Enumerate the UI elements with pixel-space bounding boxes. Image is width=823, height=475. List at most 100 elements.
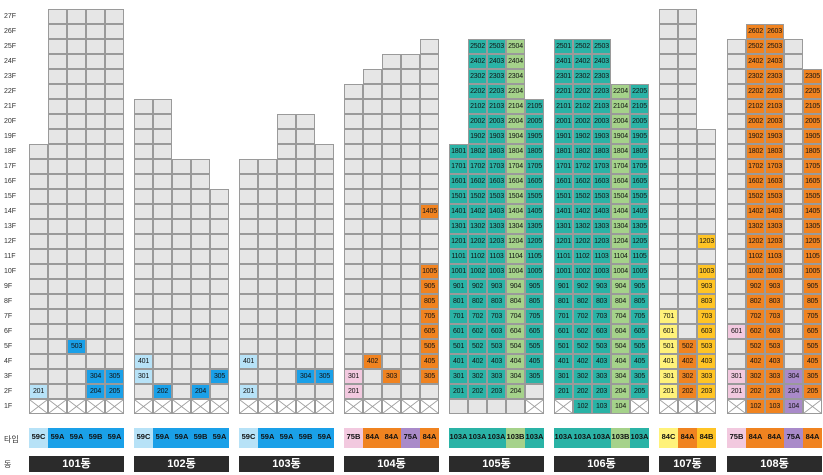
empty-unit-cell — [525, 384, 544, 399]
unit-cell: 702 — [573, 309, 592, 324]
no-unit-cell — [296, 399, 315, 414]
unit-cell: 904 — [611, 279, 630, 294]
unit-cell: 2105 — [803, 99, 822, 114]
unit-cell: 1501 — [449, 189, 468, 204]
empty-unit-cell — [678, 234, 697, 249]
unit-type-label: 103A — [630, 428, 649, 448]
empty-unit-cell — [315, 294, 334, 309]
empty-unit-cell — [727, 69, 746, 84]
unit-cell: 1503 — [487, 189, 506, 204]
empty-unit-cell — [344, 204, 363, 219]
empty-unit-cell — [784, 324, 803, 339]
unit-type-label: 59B — [86, 428, 105, 448]
empty-unit-cell — [659, 9, 678, 24]
empty-unit-cell — [210, 204, 229, 219]
empty-unit-cell — [105, 189, 124, 204]
unit-cell: 603 — [765, 324, 784, 339]
building-label: 107동 — [659, 456, 716, 472]
empty-unit-cell — [727, 99, 746, 114]
unit-cell: 202 — [153, 384, 172, 399]
unit-cell: 1203 — [592, 234, 611, 249]
empty-unit-cell — [134, 174, 153, 189]
unit-cell: 1005 — [630, 264, 649, 279]
unit-cell: 205 — [630, 384, 649, 399]
unit-cell: 803 — [487, 294, 506, 309]
unit-cell: 2004 — [611, 114, 630, 129]
empty-unit-cell — [363, 309, 382, 324]
unit-cell: 304 — [506, 369, 525, 384]
empty-unit-cell — [153, 219, 172, 234]
empty-unit-cell — [239, 324, 258, 339]
empty-unit-cell — [678, 174, 697, 189]
empty-unit-cell — [420, 219, 439, 234]
unit-cell: 904 — [506, 279, 525, 294]
empty-unit-cell — [296, 144, 315, 159]
empty-unit-cell — [784, 159, 803, 174]
empty-unit-cell — [172, 234, 191, 249]
empty-unit-cell — [239, 309, 258, 324]
unit-cell: 602 — [573, 324, 592, 339]
unit-cell: 1301 — [449, 219, 468, 234]
empty-unit-cell — [239, 249, 258, 264]
unit-cell: 901 — [554, 279, 573, 294]
empty-unit-cell — [401, 174, 420, 189]
unit-cell: 703 — [697, 309, 716, 324]
unit-cell: 201 — [344, 384, 363, 399]
unit-cell: 502 — [468, 339, 487, 354]
unit-cell: 1005 — [803, 264, 822, 279]
unit-cell: 1705 — [803, 159, 822, 174]
unit-cell: 2402 — [746, 54, 765, 69]
empty-unit-cell — [344, 114, 363, 129]
empty-unit-cell — [784, 234, 803, 249]
empty-unit-cell — [134, 279, 153, 294]
empty-unit-cell — [363, 99, 382, 114]
empty-unit-cell — [239, 204, 258, 219]
empty-unit-cell — [153, 99, 172, 114]
unit-cell: 901 — [449, 279, 468, 294]
empty-unit-cell — [48, 99, 67, 114]
empty-unit-cell — [727, 84, 746, 99]
floor-label: 24F — [4, 58, 17, 65]
empty-unit-cell — [105, 339, 124, 354]
floor-label: 14F — [4, 208, 17, 215]
empty-unit-cell — [86, 69, 105, 84]
empty-unit-cell — [382, 129, 401, 144]
floor-label: 16F — [4, 178, 17, 185]
empty-unit-cell — [153, 159, 172, 174]
unit-cell: 1005 — [525, 264, 544, 279]
floor-label: 11F — [4, 253, 16, 260]
unit-cell: 502 — [746, 339, 765, 354]
unit-type-label: 59A — [258, 428, 277, 448]
empty-unit-cell — [296, 309, 315, 324]
empty-unit-cell — [172, 264, 191, 279]
building-label: 101동 — [29, 456, 124, 472]
unit-cell: 1503 — [765, 189, 784, 204]
empty-unit-cell — [344, 129, 363, 144]
unit-cell: 505 — [803, 339, 822, 354]
empty-unit-cell — [401, 279, 420, 294]
unit-cell: 2105 — [630, 99, 649, 114]
unit-cell: 502 — [678, 339, 697, 354]
empty-unit-cell — [67, 219, 86, 234]
empty-unit-cell — [29, 309, 48, 324]
unit-cell: 401 — [449, 354, 468, 369]
unit-cell: 503 — [697, 339, 716, 354]
empty-unit-cell — [401, 159, 420, 174]
empty-unit-cell — [134, 309, 153, 324]
unit-cell: 1402 — [746, 204, 765, 219]
empty-unit-cell — [678, 54, 697, 69]
unit-cell: 305 — [803, 369, 822, 384]
unit-cell: 2304 — [506, 69, 525, 84]
unit-cell: 1505 — [630, 189, 649, 204]
unit-type-label: 75B — [344, 428, 363, 448]
empty-unit-cell — [382, 174, 401, 189]
empty-unit-cell — [659, 204, 678, 219]
empty-unit-cell — [784, 294, 803, 309]
empty-unit-cell — [239, 189, 258, 204]
unit-cell: 1401 — [554, 204, 573, 219]
unit-cell: 1204 — [506, 234, 525, 249]
empty-unit-cell — [239, 264, 258, 279]
empty-unit-cell — [277, 309, 296, 324]
empty-unit-cell — [344, 264, 363, 279]
unit-cell: 2103 — [592, 99, 611, 114]
